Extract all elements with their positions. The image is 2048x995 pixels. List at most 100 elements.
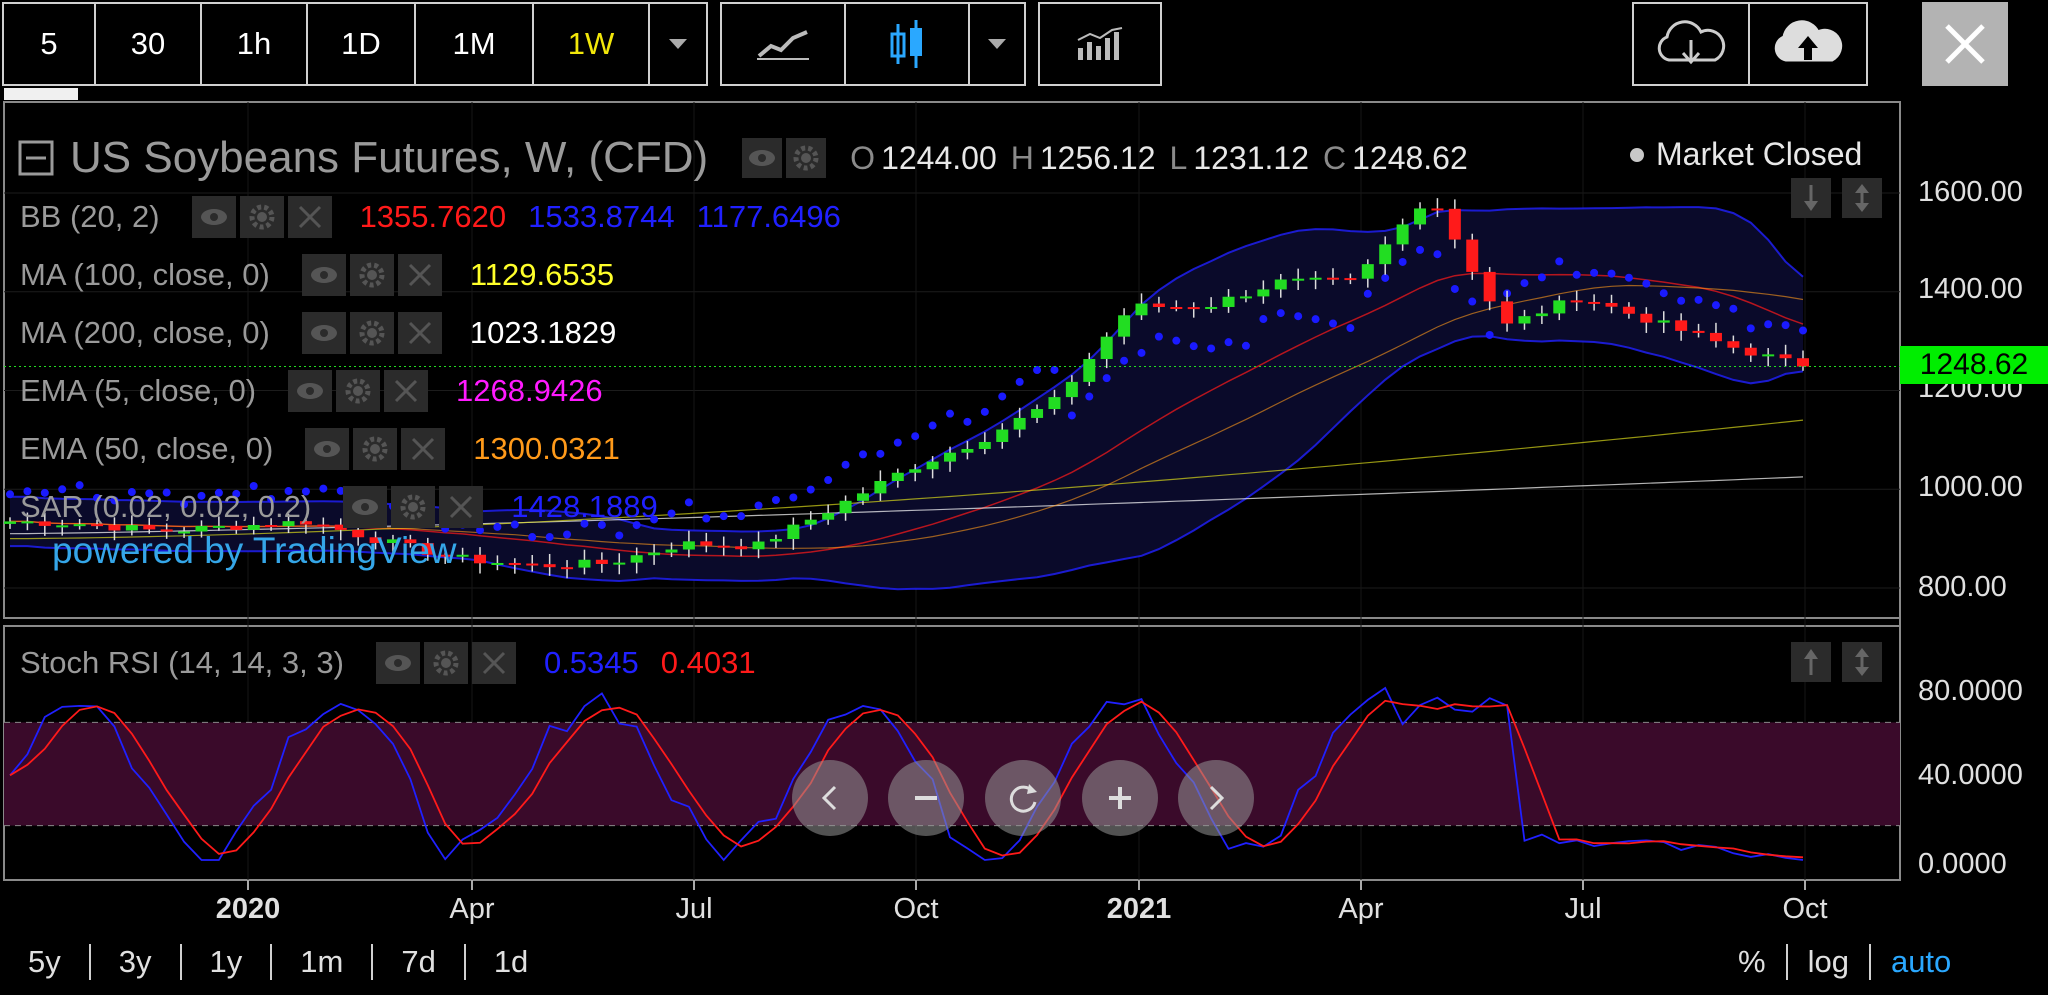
line-chart-button[interactable] bbox=[722, 4, 846, 84]
ohlc-readout: O 1244.00 H 1256.12 L 1231.12 C 1248.62 bbox=[850, 139, 1468, 176]
interval-1d[interactable]: 1D bbox=[308, 4, 416, 84]
sar-dot bbox=[40, 488, 49, 497]
time-axis-label: Apr bbox=[1338, 893, 1384, 925]
candle-body bbox=[822, 513, 835, 520]
gear-icon[interactable] bbox=[349, 254, 394, 296]
cloud-download-icon bbox=[1657, 20, 1726, 65]
interval-30[interactable]: 30 bbox=[96, 4, 202, 84]
gear-icon[interactable] bbox=[786, 138, 827, 178]
candle-body bbox=[108, 524, 121, 531]
indicator-label: MA (200, close, 0) bbox=[20, 315, 270, 350]
interval-1w[interactable]: 1W bbox=[534, 4, 650, 84]
eye-icon[interactable] bbox=[343, 486, 388, 528]
close-button[interactable] bbox=[1922, 2, 2008, 86]
eye-icon[interactable] bbox=[301, 312, 346, 354]
indicator-controls bbox=[305, 428, 449, 470]
scroll-indicator[interactable] bbox=[4, 88, 78, 100]
range-3y[interactable]: 3y bbox=[91, 944, 182, 980]
candle-body bbox=[926, 461, 939, 470]
interval-1m[interactable]: 1M bbox=[416, 4, 534, 84]
scale-log[interactable]: log bbox=[1788, 944, 1871, 980]
scale-percent[interactable]: % bbox=[1718, 944, 1788, 980]
interval-toolbar: 5 30 1h 1D 1M 1W bbox=[2, 2, 708, 86]
close-icon[interactable] bbox=[287, 196, 332, 238]
sar-dot bbox=[1781, 321, 1790, 330]
chevron-left-icon bbox=[821, 785, 837, 811]
stoch-scale-up-button[interactable] bbox=[1791, 642, 1831, 682]
candle-body bbox=[856, 493, 869, 501]
candle-body bbox=[665, 549, 678, 553]
candle-body bbox=[1709, 332, 1722, 342]
sar-dot bbox=[580, 519, 589, 528]
eye-icon[interactable] bbox=[375, 642, 420, 684]
indicators-button[interactable] bbox=[1040, 4, 1160, 84]
time-axis-label: 2021 bbox=[1106, 893, 1172, 925]
sar-dot bbox=[667, 509, 676, 518]
candle-body bbox=[578, 559, 591, 568]
eye-icon[interactable] bbox=[191, 196, 236, 238]
sar-dot bbox=[284, 487, 293, 496]
sar-dot bbox=[858, 450, 867, 459]
close-icon[interactable] bbox=[439, 486, 484, 528]
eye-icon[interactable] bbox=[742, 138, 783, 178]
candle-body bbox=[160, 529, 173, 532]
close-icon[interactable] bbox=[384, 370, 429, 412]
range-7d[interactable]: 7d bbox=[373, 944, 466, 980]
scroll-left-button[interactable] bbox=[792, 760, 868, 836]
candle-chart-button[interactable] bbox=[846, 4, 970, 84]
eye-icon[interactable] bbox=[305, 428, 350, 470]
candle-body bbox=[1762, 354, 1775, 357]
gear-icon[interactable] bbox=[336, 370, 381, 412]
chart-type-dropdown[interactable] bbox=[970, 4, 1024, 84]
gear-icon[interactable] bbox=[239, 196, 284, 238]
close-icon[interactable] bbox=[401, 428, 446, 470]
candle-body bbox=[1553, 300, 1566, 314]
candle-body bbox=[1013, 417, 1026, 430]
close-value: 1248.62 bbox=[1352, 139, 1468, 176]
bollinger-lower-line bbox=[10, 335, 1804, 591]
sar-dot bbox=[528, 533, 537, 542]
range-1y[interactable]: 1y bbox=[182, 944, 273, 980]
interval-1h[interactable]: 1h bbox=[202, 4, 308, 84]
range-1d[interactable]: 1d bbox=[493, 944, 529, 979]
interval-5[interactable]: 5 bbox=[4, 4, 96, 84]
cloud-upload-button[interactable] bbox=[1750, 4, 1866, 84]
range-5y[interactable]: 5y bbox=[0, 944, 91, 980]
stoch-scale-fit-button[interactable] bbox=[1842, 642, 1882, 682]
scale-auto[interactable]: auto bbox=[1890, 944, 1952, 979]
sar-dot bbox=[824, 476, 833, 485]
sar-dot bbox=[162, 488, 171, 497]
scale-down-button[interactable] bbox=[1791, 178, 1831, 218]
eye-icon[interactable] bbox=[288, 370, 333, 412]
scroll-right-button[interactable] bbox=[1178, 760, 1254, 836]
collapse-icon[interactable] bbox=[18, 140, 54, 176]
sar-dot bbox=[789, 493, 798, 502]
powered-by-label[interactable]: powered by TradingView bbox=[52, 530, 457, 571]
candle-body bbox=[978, 441, 991, 449]
candle-body bbox=[491, 562, 504, 565]
eye-icon[interactable] bbox=[301, 254, 346, 296]
close-icon[interactable] bbox=[397, 254, 442, 296]
scale-fit-button[interactable] bbox=[1842, 178, 1882, 218]
close-icon[interactable] bbox=[397, 312, 442, 354]
range-1m[interactable]: 1m bbox=[272, 944, 374, 980]
gear-icon[interactable] bbox=[423, 642, 468, 684]
interval-dropdown[interactable] bbox=[650, 4, 706, 84]
gear-icon[interactable] bbox=[353, 428, 398, 470]
gear-icon[interactable] bbox=[391, 486, 436, 528]
indicator-controls bbox=[301, 254, 446, 296]
gear-icon[interactable] bbox=[349, 312, 394, 354]
cloud-download-button[interactable] bbox=[1634, 4, 1750, 84]
reset-button[interactable] bbox=[985, 760, 1061, 836]
sar-dot bbox=[1102, 374, 1111, 383]
candle-body bbox=[1727, 341, 1740, 348]
sar-dot bbox=[1120, 356, 1129, 365]
candle-body bbox=[700, 541, 713, 546]
zoom-in-button[interactable] bbox=[1082, 760, 1158, 836]
sar-dot bbox=[1172, 336, 1181, 345]
ma100-line bbox=[10, 419, 1804, 540]
zoom-out-button[interactable] bbox=[888, 760, 964, 836]
close-icon[interactable] bbox=[471, 642, 516, 684]
candle-body bbox=[125, 525, 138, 531]
candle-body bbox=[630, 555, 643, 563]
